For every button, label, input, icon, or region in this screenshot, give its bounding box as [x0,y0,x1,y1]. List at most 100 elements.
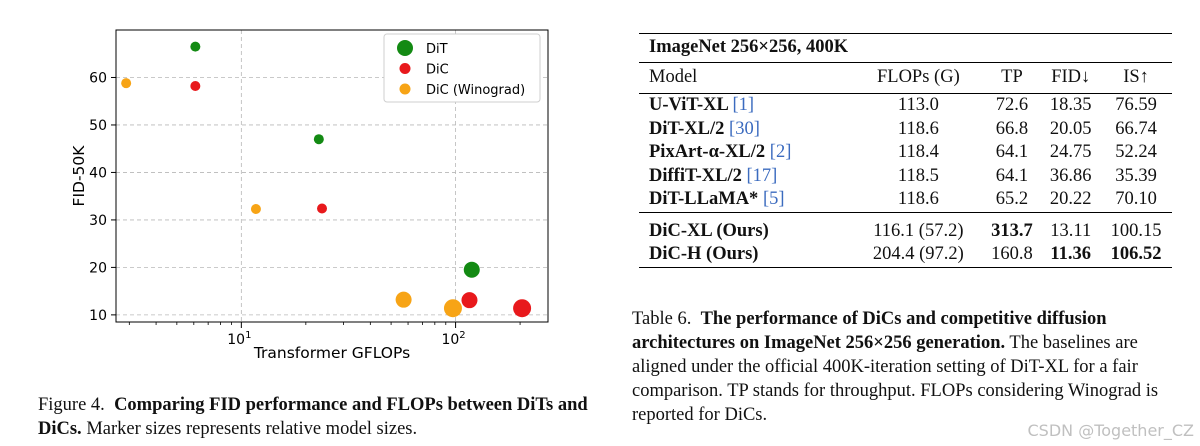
x-tick-label: 102 [441,330,465,348]
table-row: U-ViT-XL [1] 113.0 72.6 18.35 76.59 [639,94,1172,118]
model-name: DiT-XL/2 [30] [639,118,854,142]
data-point [313,134,324,145]
y-axis-label: FID-50K [70,145,88,207]
data-point [121,78,132,89]
fid-value: 11.36 [1041,243,1101,268]
tp-value: 72.6 [995,95,1029,115]
model-name: PixArt-α-XL/2 [2] [639,141,854,165]
header-fid: FID↓ [1041,62,1101,94]
data-point [190,81,201,92]
figure-caption-text: Marker sizes represents relative model s… [86,419,418,439]
flops-value: 113.0 [897,95,939,115]
y-tick-label: 10 [89,308,107,324]
legend-label: DiT [426,42,448,57]
table-row: PixArt-α-XL/2 [2] 118.4 64.1 24.75 52.24 [639,141,1172,165]
legend-label: DiC [426,63,449,78]
flops-value: 118.5 [897,165,939,186]
is-value: 70.10 [1100,188,1172,213]
results-table-container: ImageNet 256×256, 400K Model FLOPs (G) T… [639,33,1172,268]
tp-value: 64.1 [995,165,1029,186]
watermark: CSDN @Together_CZ [1027,421,1194,440]
tp-value: 313.7 [991,220,1033,241]
results-table: ImageNet 256×256, 400K Model FLOPs (G) T… [639,33,1172,268]
fid-value: 20.22 [1041,188,1101,213]
model-name: DiC-H (Ours) [639,243,855,268]
x-axis-ticks: 101 102 [128,322,521,348]
citation-link[interactable]: [17] [746,165,778,186]
table-row: DiffiT-XL/2 [17] 118.5 64.1 36.86 35.39 [639,165,1172,189]
is-value: 35.39 [1115,165,1157,186]
table-row-ours: DiC-H (Ours) 204.4 (97.2) 160.8 11.36 106.52 [639,243,1172,268]
is-value: 106.52 [1100,243,1172,268]
model-label: U-ViT-XL [649,95,728,115]
model-label: DiT-XL/2 [649,118,725,139]
x-tick-base: 10 [441,332,459,348]
legend-marker [399,63,411,74]
table-caption-bold: The performance of DiCs and competitive … [632,309,1107,353]
data-point [461,292,478,309]
table-row: DiT-XL/2 [30] 118.6 66.8 20.05 66.74 [639,118,1172,142]
model-name: DiffiT-XL/2 [17] [639,165,854,189]
table-caption: Table 6. The performance of DiCs and com… [632,307,1192,427]
tp-value: 64.1 [995,142,1029,162]
legend-label: DiC (Winograd) [426,83,525,98]
fid-value: 24.75 [1049,142,1092,162]
citation-link[interactable]: [30] [729,118,760,139]
table-row: DiT-LLaMA* [5] 118.6 65.2 20.22 70.10 [639,188,1172,213]
table-caption-text: The baselines are aligned under the offi… [632,333,1159,425]
y-tick-label: 20 [89,260,107,276]
is-value: 66.74 [1115,118,1157,139]
table-title: ImageNet 256×256, 400K [639,33,1172,63]
legend-marker [397,40,413,56]
fid-value: 13.11 [1050,220,1092,241]
tp-value: 66.8 [995,118,1029,139]
table-title-row: ImageNet 256×256, 400K [639,33,1172,63]
fid-value: 20.05 [1049,118,1092,139]
data-point [443,299,462,318]
data-point [395,291,412,308]
model-name: DiC-XL (Ours) [649,220,769,241]
table-spacer [639,212,1172,220]
flops-value: 204.4 (97.2) [854,243,983,268]
model-label: PixArt-α-XL/2 [649,142,766,162]
figure-caption-bold: Comparing FID performance and FLOPs betw… [38,395,588,439]
header-tp: TP [982,62,1042,94]
y-tick-label: 50 [89,118,107,134]
fid-value: 18.35 [1049,95,1092,115]
data-points [121,41,532,318]
header-flops: FLOPs (G) [854,62,983,94]
x-tick-base: 10 [227,332,245,348]
header-model: Model [639,62,855,94]
is-value: 100.15 [1110,220,1162,241]
table-label: Table 6. [632,309,692,329]
table-header-row: Model FLOPs (G) TP FID↓ IS↑ [639,62,1172,94]
citation-link[interactable]: [5] [762,189,785,209]
data-point [463,261,480,278]
flops-value: 118.6 [854,188,983,213]
model-label: DiT-LLaMA* [649,189,759,209]
data-point [513,299,532,318]
tp-value: 65.2 [982,188,1042,213]
figure-caption: Figure 4. Comparing FID performance and … [38,393,598,441]
plot-frame [115,29,549,323]
model-label: DiffiT-XL/2 [649,165,742,186]
data-point [190,41,201,52]
header-is: IS↑ [1100,62,1172,94]
citation-link[interactable]: [2] [769,142,792,162]
model-name: U-ViT-XL [1] [639,94,854,118]
flops-value: 116.1 (57.2) [873,220,964,241]
x-tick-label: 101 [227,330,251,348]
legend-marker [399,83,411,95]
x-tick-exp: 1 [245,330,251,341]
is-value: 76.59 [1115,95,1157,115]
x-axis-label: Transformer GFLOPs [253,344,410,362]
citation-link[interactable]: [1] [732,95,755,115]
model-name: DiT-LLaMA* [5] [639,188,855,213]
flops-value: 118.6 [897,118,939,139]
tp-value: 160.8 [982,243,1042,268]
is-value: 52.24 [1115,142,1157,162]
x-tick-exp: 2 [459,330,465,341]
data-point [250,203,261,214]
y-axis-ticks: 10 20 30 40 50 60 [89,70,116,324]
